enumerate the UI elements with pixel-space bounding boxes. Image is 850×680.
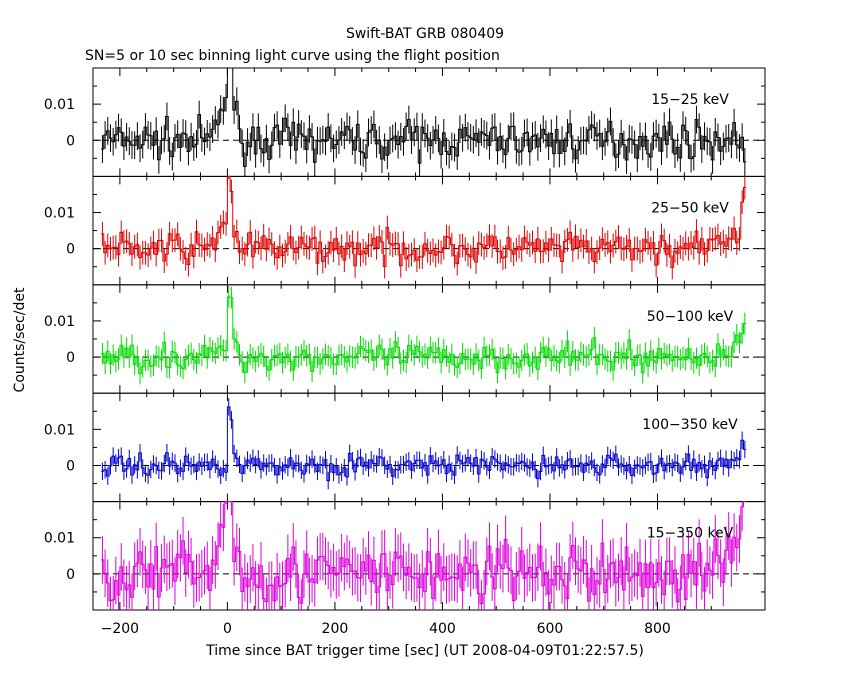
y-tick-label: 0.01 — [44, 206, 75, 222]
x-tick-label: 0 — [223, 621, 232, 637]
error-bars — [101, 83, 746, 177]
band-label: 50−100 keV — [647, 309, 734, 325]
y-tick-label: 0.01 — [44, 314, 75, 330]
chart-subtitle: SN=5 or 10 sec binning light curve using… — [85, 48, 500, 64]
light-curve — [101, 175, 747, 268]
light-curve — [101, 67, 747, 167]
y-tick-label: 0.01 — [44, 531, 75, 547]
y-tick-label: 0.01 — [44, 97, 75, 113]
y-tick-label: 0 — [66, 242, 75, 258]
y-tick-label: 0 — [66, 458, 75, 474]
band-label: 100−350 keV — [642, 417, 738, 433]
x-axis-label: Time since BAT trigger time [sec] (UT 20… — [205, 643, 644, 659]
y-tick-label: 0 — [66, 133, 75, 149]
error-bars — [101, 176, 746, 280]
y-tick-label: 0.01 — [44, 422, 75, 438]
x-tick-label: 800 — [644, 621, 671, 637]
band-label: 15−350 keV — [647, 526, 734, 542]
band-label: 15−25 keV — [651, 92, 729, 108]
light-curve — [101, 501, 747, 605]
error-bars — [101, 286, 746, 385]
chart-title: Swift-BAT GRB 080409 — [346, 26, 504, 42]
band-label: 25−50 keV — [651, 200, 729, 216]
x-tick-label: 600 — [537, 621, 564, 637]
error-bars — [101, 398, 746, 490]
panel-frame — [92, 392, 766, 503]
error-bars — [101, 501, 743, 610]
y-axis-label: Counts/sec/det — [12, 287, 28, 392]
y-tick-label: 0 — [66, 567, 75, 583]
y-tick-label: 0 — [66, 350, 75, 366]
panel-frame — [92, 284, 766, 394]
light-curve — [101, 406, 747, 482]
x-tick-label: −200 — [101, 621, 139, 637]
light-curve — [101, 296, 747, 375]
x-tick-label: 200 — [322, 621, 349, 637]
x-tick-label: 400 — [429, 621, 456, 637]
